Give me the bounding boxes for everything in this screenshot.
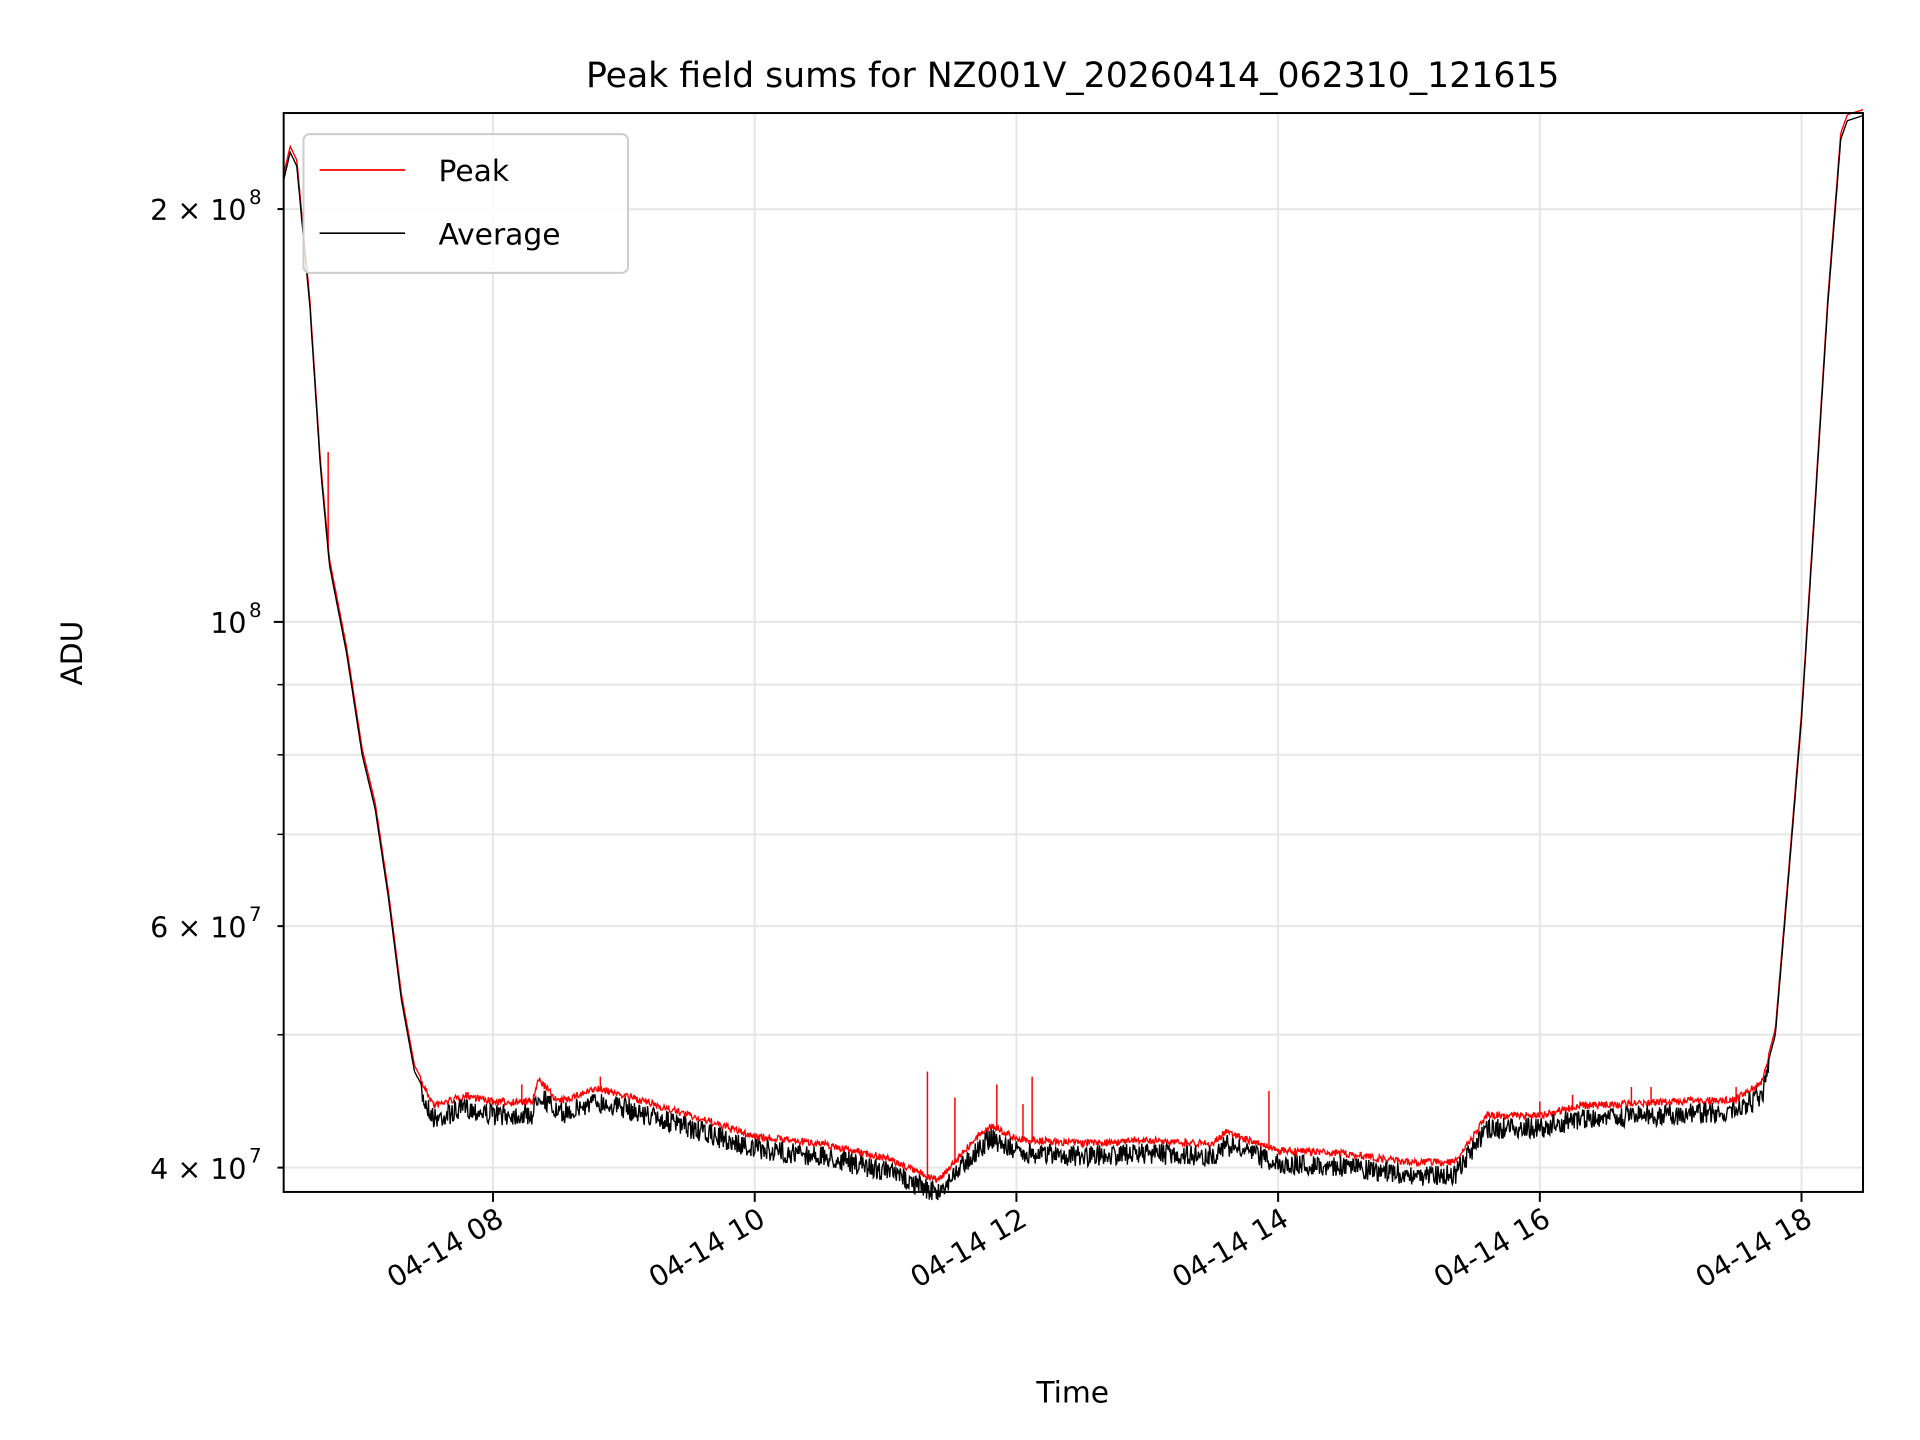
legend-average-label: Average	[439, 217, 561, 252]
y-tick-label: 4 × 10	[150, 1153, 246, 1186]
y-tick-exponent: 7	[249, 1145, 262, 1168]
legend-peak-label: Peak	[439, 154, 510, 189]
y-axis-label: ADU	[55, 621, 90, 686]
y-tick-exponent: 8	[249, 186, 262, 209]
peak-series-line	[282, 109, 1864, 1183]
average-series-line	[282, 114, 1864, 1201]
x-axis-label: Time	[1035, 1376, 1109, 1411]
y-tick-label: 10	[210, 607, 246, 640]
y-tick-label: 6 × 10	[150, 911, 246, 944]
y-tick-label: 2 × 10	[150, 194, 246, 227]
y-tick-exponent: 7	[249, 903, 262, 926]
chart-title: Peak field sums for NZ001V_20260414_0623…	[586, 56, 1560, 96]
y-axis-ticks: 2 × 10 810 86 × 10 74 × 10 7	[150, 186, 284, 1186]
plot-frame	[282, 112, 1865, 1193]
y-tick-exponent: 8	[249, 599, 262, 622]
legend: Peak Average	[302, 133, 630, 274]
plot-lines	[282, 109, 1864, 1201]
legend-box	[302, 133, 630, 274]
